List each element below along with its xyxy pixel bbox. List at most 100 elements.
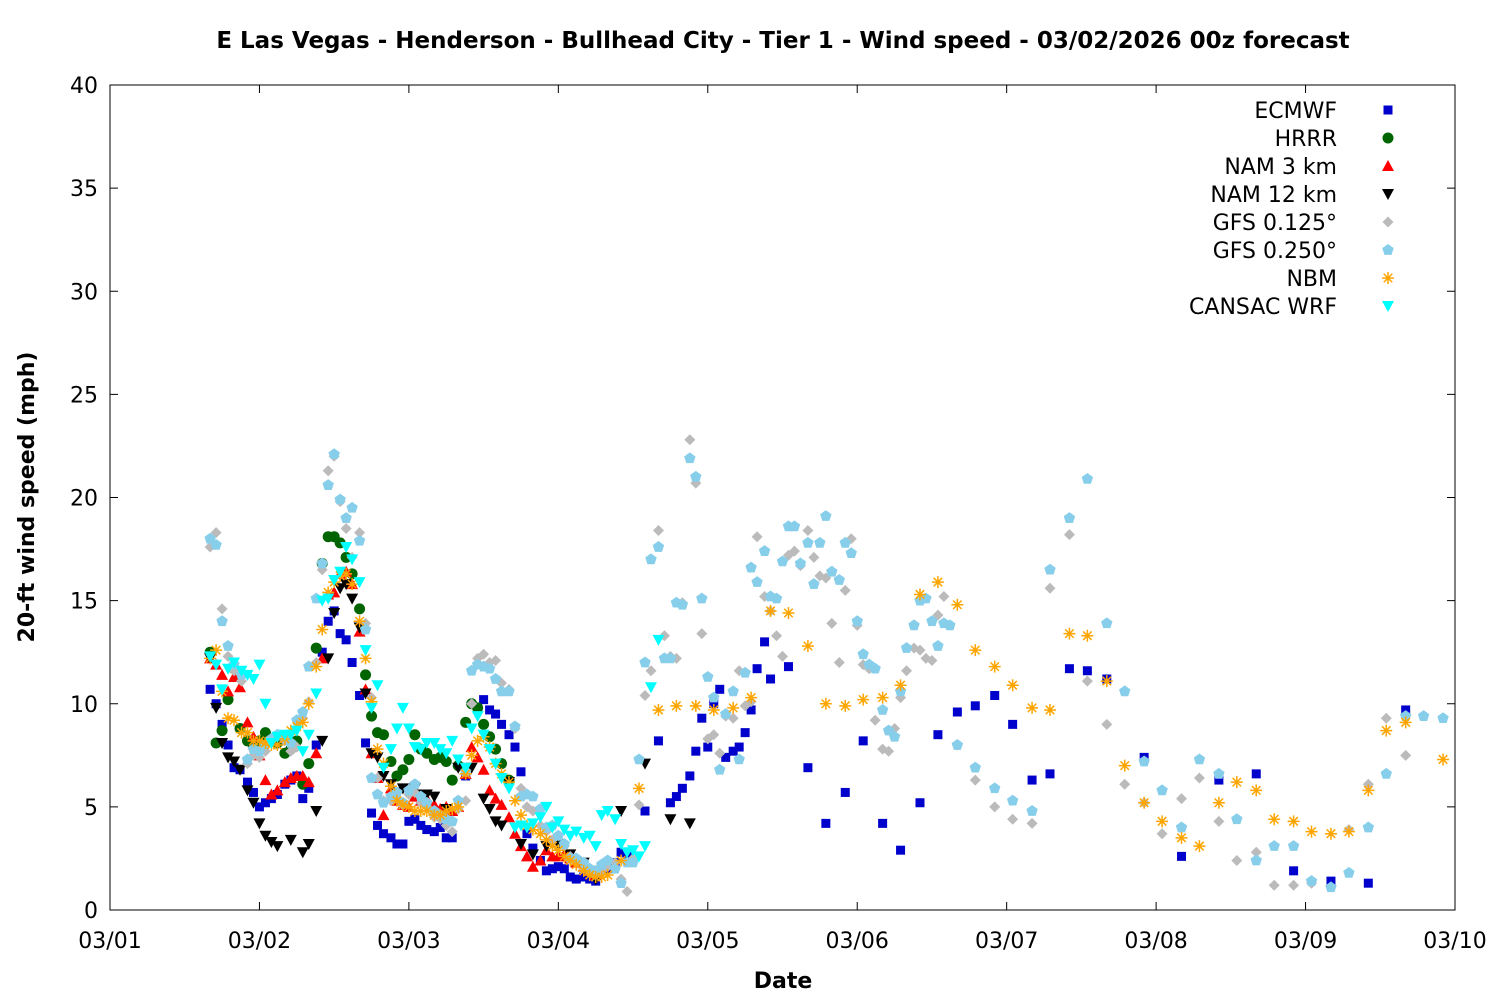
- data-point: [652, 634, 665, 646]
- data-point: [1213, 767, 1225, 779]
- axes-group: 0 5 10 15 20 25 30 35 40 03/01 03/02 03/03 03/04 03/0…: [70, 74, 1487, 954]
- data-point: [210, 538, 222, 550]
- data-point: [503, 783, 516, 795]
- data-point: [253, 818, 266, 830]
- data-point: [409, 778, 421, 790]
- data-point: [278, 776, 291, 788]
- data-point: [770, 592, 783, 604]
- data-point: [223, 740, 233, 750]
- data-point: [1324, 827, 1337, 840]
- data-point: [579, 872, 589, 882]
- data-point: [317, 647, 327, 657]
- data-point: [908, 619, 920, 631]
- data-point: [260, 798, 270, 808]
- data-point: [409, 729, 421, 741]
- data-point: [570, 858, 583, 871]
- data-point: [751, 576, 763, 587]
- data-point: [526, 860, 539, 872]
- data-point: [1193, 772, 1205, 784]
- data-point: [684, 452, 696, 464]
- data-point: [216, 615, 228, 627]
- legend-item: GFS 0.250°: [1213, 239, 1394, 264]
- data-point: [1063, 627, 1076, 640]
- data-point: [228, 657, 241, 669]
- data-point: [298, 794, 308, 804]
- data-point: [920, 592, 932, 604]
- data-point: [839, 699, 852, 712]
- data-point: [645, 665, 657, 677]
- legend: ECMWF HRRR NAM 3 km NAM 12 km GFS 0.125° GFS …: [1189, 99, 1394, 320]
- data-point: [969, 644, 982, 657]
- data-point: [988, 660, 1001, 673]
- data-point: [783, 662, 793, 672]
- data-point: [1081, 472, 1094, 484]
- data-point: [483, 744, 496, 756]
- data-point: [665, 798, 675, 808]
- data-point: [216, 603, 228, 615]
- data-point: [1325, 881, 1337, 893]
- legend-item: HRRR: [1275, 127, 1394, 152]
- data-point: [416, 820, 426, 830]
- data-point: [1380, 712, 1392, 724]
- data-point: [222, 694, 234, 706]
- data-point: [1289, 866, 1299, 876]
- data-point: [316, 623, 329, 636]
- data-point: [583, 830, 596, 842]
- data-point: [595, 810, 608, 822]
- data-point: [495, 773, 508, 784]
- data-point: [878, 818, 888, 828]
- data-point: [222, 712, 235, 725]
- data-point: [355, 691, 365, 700]
- data-point: [396, 798, 409, 811]
- data-point: [876, 691, 889, 704]
- data-point: [1343, 866, 1355, 878]
- data-point: [392, 839, 402, 849]
- legend-marker: [1382, 132, 1394, 144]
- data-point: [1380, 767, 1392, 779]
- series-gfs-0-250: [204, 448, 1449, 893]
- data-point: [217, 719, 227, 729]
- data-point: [216, 668, 229, 680]
- data-point: [670, 699, 683, 712]
- data-point: [858, 736, 868, 746]
- data-point: [728, 746, 738, 756]
- legend-label: HRRR: [1275, 127, 1337, 152]
- data-point: [354, 527, 366, 539]
- series-ecmwf: [205, 606, 1411, 888]
- data-point: [639, 690, 651, 701]
- data-point: [931, 576, 944, 589]
- data-point: [290, 725, 303, 737]
- y-tick-label: 10: [70, 693, 98, 718]
- data-point: [222, 663, 235, 675]
- data-point: [683, 818, 696, 830]
- data-point: [821, 818, 831, 828]
- data-point: [990, 691, 1000, 700]
- data-point: [1288, 879, 1300, 891]
- data-point: [888, 730, 901, 742]
- data-point: [1363, 878, 1373, 888]
- data-point: [495, 685, 508, 697]
- legend-item: NAM 3 km: [1224, 155, 1394, 180]
- data-point: [627, 845, 640, 857]
- data-point: [1399, 710, 1412, 721]
- data-point: [546, 840, 559, 853]
- x-tick-label: 03/05: [676, 929, 739, 954]
- data-point: [222, 752, 235, 764]
- data-point: [1026, 701, 1039, 714]
- data-point: [577, 864, 590, 877]
- data-point: [1101, 617, 1113, 629]
- data-point: [316, 557, 328, 569]
- data-point: [1380, 724, 1393, 737]
- data-point: [526, 818, 539, 830]
- data-point: [377, 762, 390, 774]
- data-point: [653, 736, 663, 746]
- data-point: [771, 630, 783, 642]
- series-cansac-wrf: [204, 542, 665, 863]
- data-point: [894, 679, 907, 692]
- data-point: [316, 735, 329, 747]
- data-point: [969, 774, 981, 786]
- data-point: [386, 833, 396, 843]
- data-point: [645, 553, 657, 565]
- data-point: [559, 864, 569, 874]
- data-point: [633, 753, 645, 765]
